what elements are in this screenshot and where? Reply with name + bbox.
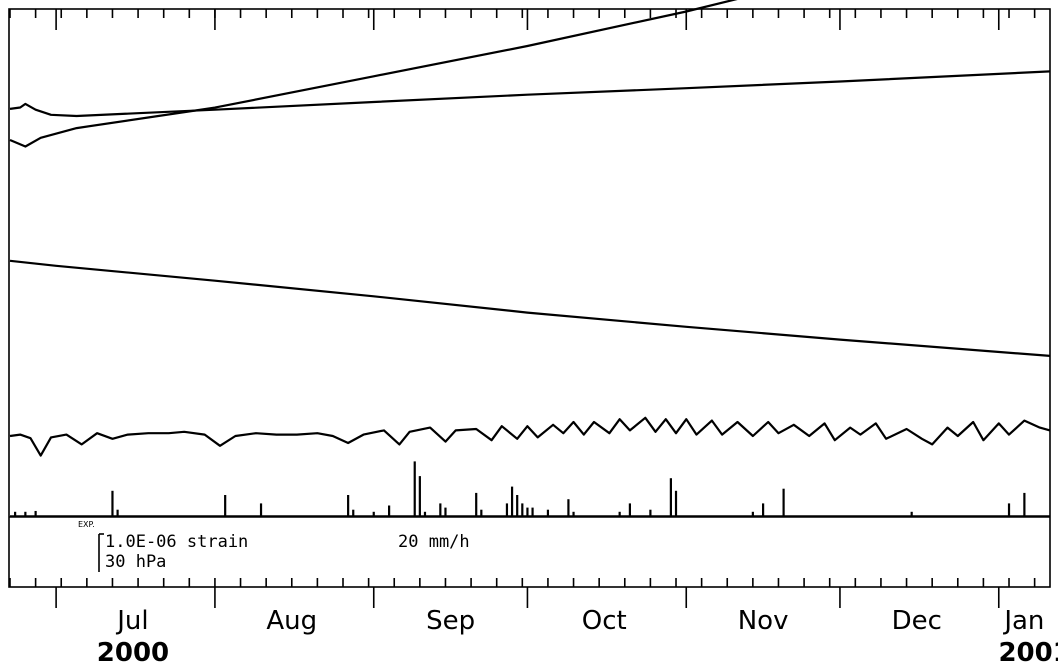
legend-strain-scale: 1.0E-06 strain	[105, 532, 248, 552]
series-strain-2-line	[9, 0, 738, 148]
series-air-pressure-line	[9, 416, 1051, 457]
series-strain-1-line	[9, 70, 1051, 118]
precipitation-bars	[10, 461, 1050, 517]
month-label-nov: Nov	[738, 606, 789, 636]
time-axis-ticks	[9, 9, 1036, 608]
legend-rain-scale: 20 mm/h	[398, 532, 470, 552]
series-strain-3-line	[9, 259, 1051, 357]
month-label-jul: Jul	[115, 606, 148, 636]
scale-legend: EXP. 1.0E-06 strain 30 hPa 20 mm/h	[78, 520, 470, 572]
year-label-2001: 2001	[998, 638, 1058, 668]
month-label-jan: Jan	[1002, 606, 1044, 636]
legend-pressure-scale: 30 hPa	[105, 552, 166, 572]
month-labels: Jul Aug Sep Oct Nov Dec Jan	[115, 606, 1044, 636]
month-label-oct: Oct	[582, 606, 627, 636]
year-labels: 2000 2001	[97, 638, 1058, 668]
series-layer	[9, 0, 1051, 457]
month-label-aug: Aug	[266, 606, 317, 636]
month-label-sep: Sep	[426, 606, 475, 636]
legend-exp-label: EXP.	[78, 520, 95, 529]
plot-frame	[8, 8, 1051, 588]
year-label-2000: 2000	[97, 638, 169, 668]
month-label-dec: Dec	[892, 606, 942, 636]
